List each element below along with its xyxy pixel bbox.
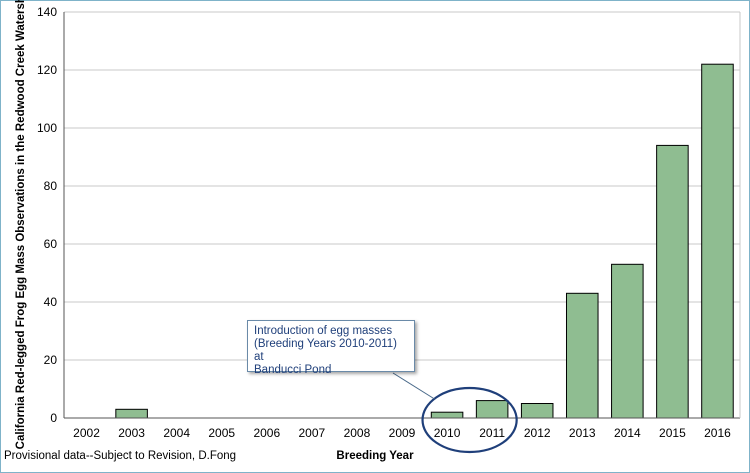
bar-2015 bbox=[656, 144, 689, 419]
x-tick-label: 2002 bbox=[73, 426, 100, 440]
x-tick-label: 2006 bbox=[253, 426, 280, 440]
bar-2014 bbox=[611, 263, 644, 419]
x-tick-label: 2016 bbox=[704, 426, 731, 440]
annotation-line-1: Introduction of egg masses bbox=[254, 325, 393, 337]
x-axis-label: Breeding Year bbox=[336, 450, 414, 462]
callout-pointer bbox=[392, 372, 435, 400]
bar-2010 bbox=[430, 411, 464, 419]
highlight-ellipse bbox=[421, 386, 518, 454]
x-tick-label: 2011 bbox=[479, 426, 505, 440]
y-tick-label: 120 bbox=[37, 63, 57, 77]
x-tick-label: 2012 bbox=[524, 426, 551, 440]
x-tick-label: 2010 bbox=[434, 426, 461, 440]
y-tick-label: 0 bbox=[50, 411, 57, 425]
x-tick-label: 2015 bbox=[659, 426, 686, 440]
bar-2012 bbox=[520, 403, 554, 419]
bar-2016 bbox=[701, 63, 734, 419]
bar-2003 bbox=[115, 408, 148, 419]
y-axis-label: California Red-legged Frog Egg Mass Obse… bbox=[15, 0, 27, 449]
bar-2013 bbox=[565, 292, 599, 419]
bars bbox=[115, 63, 734, 419]
x-tick-label: 2007 bbox=[299, 426, 326, 440]
annotation-line-2: (Breeding Years 2010-2011) at bbox=[254, 338, 398, 363]
y-tick-label: 140 bbox=[37, 5, 57, 19]
y-tick-label: 60 bbox=[44, 237, 58, 251]
x-tick-label: 2009 bbox=[389, 426, 416, 440]
x-tick-label: 2005 bbox=[208, 426, 235, 440]
bar-2011 bbox=[475, 400, 509, 419]
x-tick-label: 2004 bbox=[163, 426, 190, 440]
y-tick-label: 80 bbox=[44, 179, 58, 193]
annotation-callout: Introduction of egg masses (Breeding Yea… bbox=[247, 320, 415, 376]
axes bbox=[63, 12, 741, 419]
y-tick-label: 100 bbox=[37, 121, 57, 135]
x-tick-label: 2008 bbox=[344, 426, 371, 440]
x-tick-label: 2003 bbox=[118, 426, 145, 440]
y-tick-label: 40 bbox=[44, 295, 58, 309]
x-tick-label: 2013 bbox=[569, 426, 596, 440]
y-tick-labels: 0 20 40 60 80 100 120 140 bbox=[37, 5, 57, 425]
annotation-line-3: Banducci Pond bbox=[254, 364, 332, 376]
x-tick-labels: 2002 2003 2004 2005 2006 2007 2008 2009 2010 2011… bbox=[73, 426, 731, 440]
y-tick-label: 20 bbox=[44, 353, 58, 367]
x-tick-label: 2014 bbox=[614, 426, 641, 440]
footnote: Provisional data--Subject to Revision, D… bbox=[4, 450, 237, 462]
